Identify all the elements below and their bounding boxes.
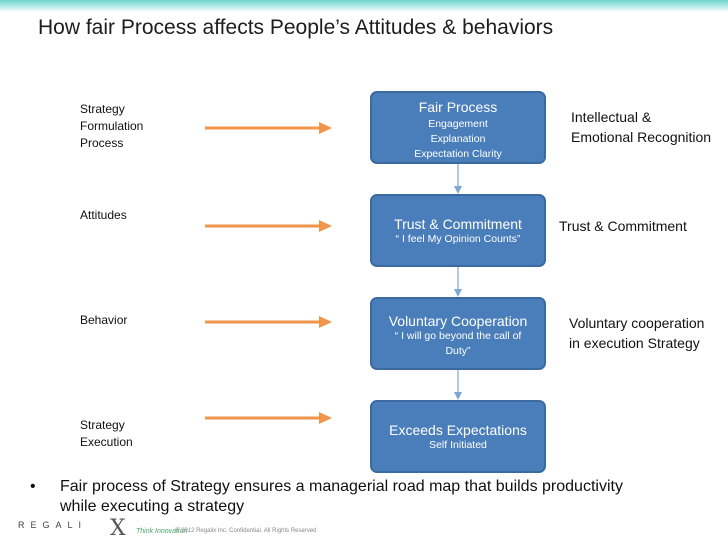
copyright: © 2012 Regalix Inc. Confidential. All Ri… <box>175 528 317 534</box>
regalix-logo-x: X <box>110 516 126 541</box>
box-heading: Voluntary Cooperation <box>388 313 528 329</box>
left-label-strategy-formulation: Strategy Formulation Process <box>80 102 144 150</box>
box-heading: Fair Process <box>418 99 498 115</box>
box-subtext: “ I will go beyond the call of Duty” <box>394 330 522 357</box>
right-label-trust: Trust & Commitment <box>559 218 687 234</box>
down-arrow-icon <box>454 370 462 400</box>
box-heading: Exceeds Expectations <box>389 422 527 438</box>
box-subtext: “ I feel My Opinion Counts” <box>395 233 521 245</box>
bullet-text: Fair process of Strategy ensures a manag… <box>60 478 623 515</box>
fair-process-box: Fair Process Engagement Explanation Expe… <box>370 91 546 164</box>
trust-commitment-box: Trust & Commitment “ I feel My Opinion C… <box>370 194 546 267</box>
right-arrow-icon <box>205 412 332 424</box>
left-label-behavior: Behavior <box>80 313 128 327</box>
box-subtext: Engagement Explanation Expectation Clari… <box>414 118 502 160</box>
slide-title: How fair Process affects People’s Attitu… <box>38 16 554 39</box>
voluntary-cooperation-box: Voluntary Cooperation “ I will go beyond… <box>370 297 546 370</box>
right-arrow-icon <box>205 122 332 134</box>
right-arrow-icon <box>205 316 332 328</box>
down-arrow-icon <box>454 164 462 194</box>
right-label-cooperation: Voluntary cooperation in execution Strat… <box>569 315 705 351</box>
right-label-recognition: Intellectual & Emotional Recognition <box>571 109 712 145</box>
regalix-logo: REGALI <box>18 520 88 530</box>
box-subtext: Self Initiated <box>429 439 487 451</box>
exceeds-expectations-box: Exceeds Expectations Self Initiated <box>370 400 546 473</box>
tagline: Think Innovation <box>136 528 188 535</box>
left-label-strategy-execution: Strategy Execution <box>80 418 133 449</box>
footer: REGALI X Think Innovation © 2012 Regalix… <box>0 512 728 546</box>
down-arrow-icon <box>454 267 462 297</box>
bullet-marker: • <box>30 478 36 495</box>
top-accent-bar <box>0 0 728 12</box>
left-label-attitudes: Attitudes <box>80 208 127 222</box>
right-arrow-icon <box>205 220 332 232</box>
box-heading: Trust & Commitment <box>394 216 522 232</box>
